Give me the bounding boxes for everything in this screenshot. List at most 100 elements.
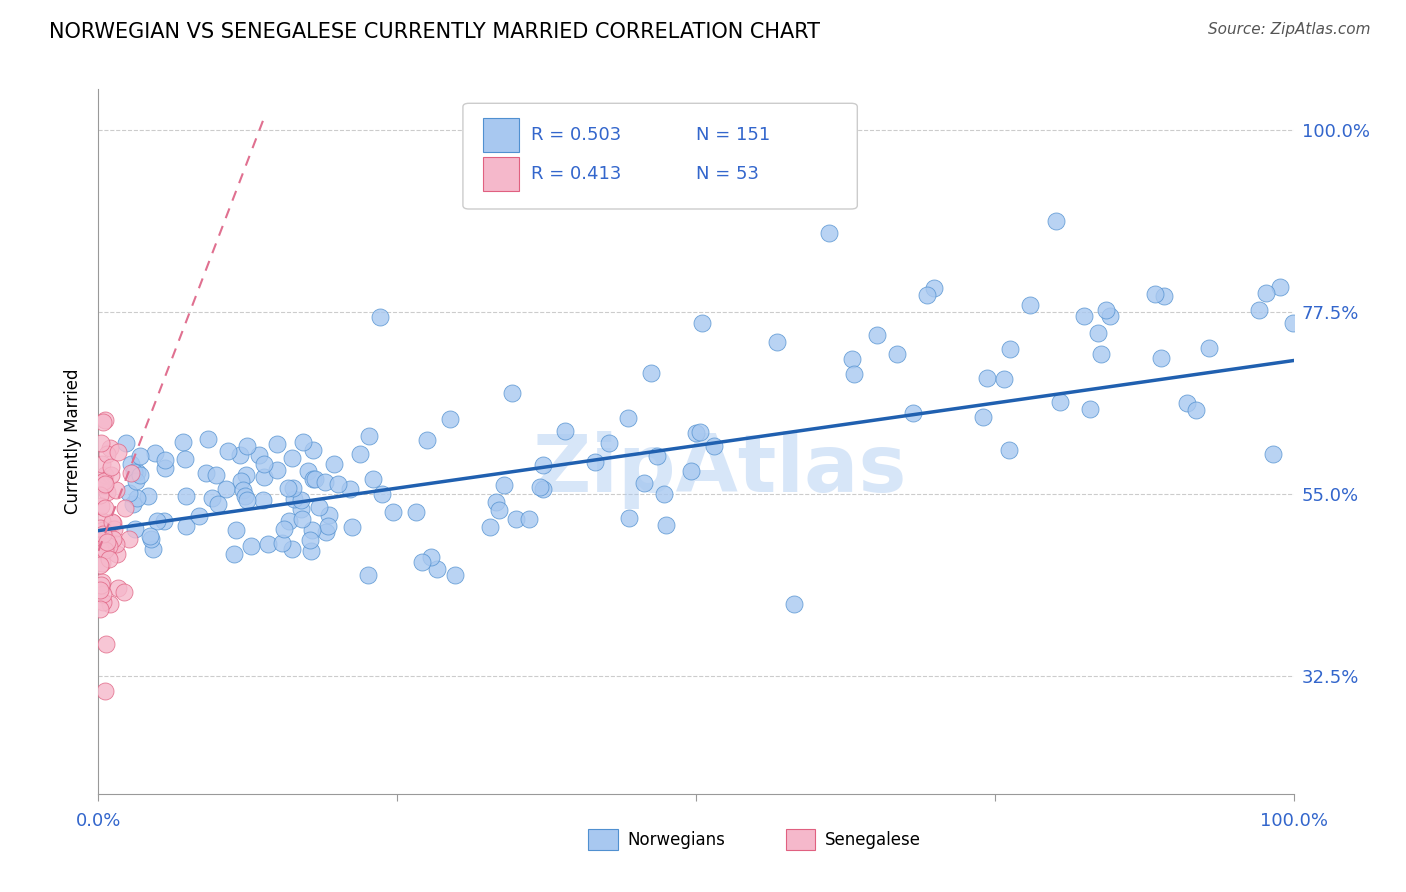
Point <box>315 525 337 540</box>
Point <box>439 412 461 426</box>
Point <box>229 474 252 488</box>
Point <box>298 533 321 547</box>
Point <box>94 500 117 515</box>
Point <box>98 551 121 566</box>
Point <box>91 457 114 471</box>
Point <box>91 587 114 601</box>
Point <box>411 555 433 569</box>
Point <box>972 410 994 425</box>
Point <box>283 492 305 507</box>
Point <box>1087 326 1109 341</box>
Point <box>101 533 124 547</box>
Point <box>342 520 364 534</box>
Point <box>89 558 111 572</box>
Point <box>94 637 117 651</box>
Point <box>112 584 135 599</box>
Point <box>98 540 121 554</box>
Point <box>1080 401 1102 416</box>
Point <box>339 482 361 496</box>
Point <box>225 523 247 537</box>
Point <box>1099 309 1122 323</box>
Point <box>114 436 136 450</box>
Point <box>531 482 554 496</box>
Point <box>318 508 340 522</box>
Point <box>505 511 527 525</box>
Point <box>121 466 143 480</box>
Point <box>280 541 302 556</box>
Point <box>122 497 145 511</box>
Point <box>96 484 118 499</box>
Point <box>91 514 114 528</box>
Point <box>93 595 115 609</box>
Point <box>299 544 322 558</box>
Point <box>118 533 141 547</box>
Point <box>93 475 115 489</box>
Point <box>96 447 118 461</box>
Point <box>235 467 257 482</box>
Point <box>633 476 655 491</box>
Point <box>277 481 299 495</box>
Point <box>841 351 863 366</box>
Point <box>273 522 295 536</box>
Point <box>420 550 443 565</box>
Point <box>291 434 314 449</box>
Point <box>266 437 288 451</box>
Point <box>583 455 606 469</box>
Text: 0.0%: 0.0% <box>76 812 121 830</box>
Text: N = 53: N = 53 <box>696 165 759 183</box>
Point <box>94 477 117 491</box>
Point <box>1268 279 1291 293</box>
Point <box>1045 213 1067 227</box>
Text: R = 0.503: R = 0.503 <box>531 126 621 144</box>
Point <box>91 541 114 556</box>
Point <box>617 510 640 524</box>
Point <box>647 449 669 463</box>
Point <box>531 458 554 472</box>
Point <box>485 495 508 509</box>
Point <box>783 597 806 611</box>
Point <box>105 537 128 551</box>
Point <box>228 448 250 462</box>
Point <box>616 411 638 425</box>
Point <box>125 465 148 479</box>
Point <box>302 442 325 457</box>
Point <box>598 436 620 450</box>
Text: R = 0.413: R = 0.413 <box>531 165 621 183</box>
Point <box>90 435 112 450</box>
Point <box>922 281 945 295</box>
Point <box>93 467 115 482</box>
Point <box>357 568 380 582</box>
Point <box>153 453 176 467</box>
Point <box>323 457 346 471</box>
Point <box>125 491 148 505</box>
Point <box>215 483 238 497</box>
Point <box>654 487 676 501</box>
Point <box>188 509 211 524</box>
Text: Norwegians: Norwegians <box>628 830 725 848</box>
FancyBboxPatch shape <box>463 103 858 209</box>
Point <box>271 536 294 550</box>
Point <box>117 486 139 500</box>
Point <box>297 464 319 478</box>
Point <box>1090 347 1112 361</box>
Point <box>689 425 711 439</box>
Point <box>114 501 136 516</box>
Text: NORWEGIAN VS SENEGALESE CURRENTLY MARRIED CORRELATION CHART: NORWEGIAN VS SENEGALESE CURRENTLY MARRIE… <box>49 22 820 42</box>
Point <box>257 537 280 551</box>
Point <box>120 457 142 471</box>
Point <box>253 457 276 471</box>
Point <box>478 520 501 534</box>
Point <box>314 475 336 489</box>
Point <box>252 492 274 507</box>
Point <box>1094 303 1116 318</box>
Point <box>236 493 259 508</box>
Point <box>501 385 523 400</box>
Point <box>283 481 305 495</box>
Point <box>100 460 122 475</box>
Y-axis label: Currently Married: Currently Married <box>65 368 83 515</box>
Point <box>89 520 111 534</box>
FancyBboxPatch shape <box>786 830 815 850</box>
Point <box>301 524 323 538</box>
FancyBboxPatch shape <box>484 118 519 152</box>
Point <box>993 372 1015 386</box>
